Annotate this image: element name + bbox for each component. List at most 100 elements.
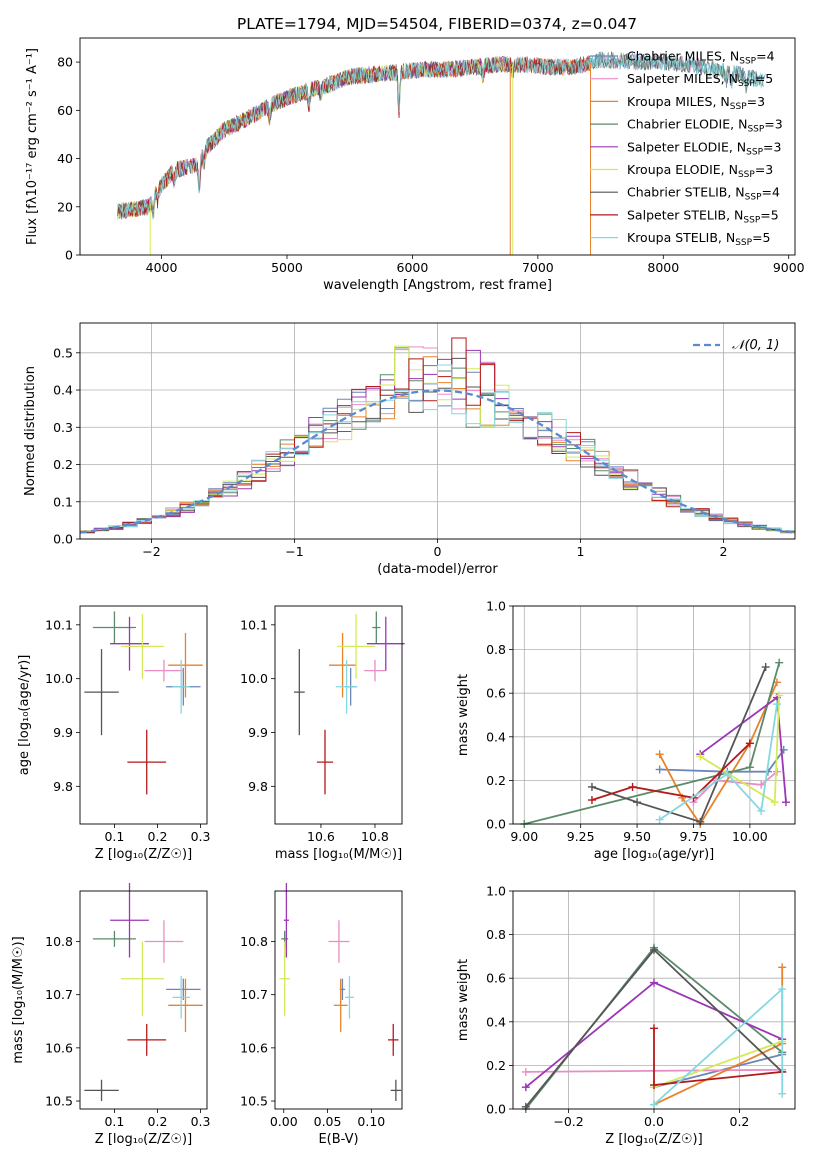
legend-entry: Kroupa STELIB, NSSP=5 [627,230,771,248]
spectrum-line [117,56,514,220]
x-tick-label: 0.1 [104,829,124,844]
legend-entry: Chabrier STELIB, NSSP=4 [627,185,780,203]
spectrum-line [117,52,764,220]
x-tick-label: 10.00 [732,829,768,844]
x-tick-label: 0.2 [730,1114,750,1129]
y-tick-label: 0.4 [53,383,73,398]
weight-line [692,771,778,803]
spectrum-series-group [117,51,766,255]
x-axis-label: mass [log₁₀(M/M☉)] [275,847,402,862]
x-tick-label: 9.00 [510,829,538,844]
spectrum-legend: Chabrier MILES, NSSP=4 Salpeter MILES, NS… [590,49,783,248]
legend-subscript: SSP [735,238,752,248]
mass-vs-z-frame [79,890,208,1110]
y-tick-label: 10.7 [45,987,73,1002]
y-tick-label: 0.8 [486,927,506,942]
y-tick-label: 9.8 [53,779,73,794]
y-axis-label: age [log₁₀(age/yr)] [17,655,32,776]
histogram-step [80,364,795,534]
legend-count: =4 [756,49,774,64]
legend-count: =3 [747,94,765,109]
y-tick-label: 10.1 [240,617,268,632]
weight-line [659,749,785,773]
x-tick-label: 0.10 [357,1114,385,1129]
x-tick-label: 0.00 [270,1114,298,1129]
legend-subscript: SSP [746,147,763,157]
x-axis-label: E(B-V) [318,1132,358,1147]
legend-subscript: SSP [738,170,755,180]
legend-entry: Chabrier ELODIE, NSSP=3 [627,117,783,135]
weight-vs-age-axes: 9.00 9.25 9.50 9.75 10.00 0.0 0.2 0.4 0.6 0.8 1.0 a… [456,599,795,862]
age-vs-z-points [84,611,203,795]
weight-vs-age-series [520,658,790,828]
x-axis-label: wavelength [Angstrom, rest frame] [323,278,552,293]
legend-entry: Kroupa ELODIE, NSSP=3 [627,162,773,180]
legend-entry: Salpeter MILES, NSSP=5 [627,71,773,89]
y-tick-label: 80 [57,55,73,70]
weight-line [591,742,751,801]
mass-vs-z-axes: 0.1 0.2 0.3 10.5 10.6 10.7 10.8 Z [log₁₀(Z/Z☉)]… [11,934,210,1147]
y-tick-label: 60 [57,103,73,118]
x-tick-label: 8000 [647,260,679,275]
weight-vs-z-series [521,943,787,1113]
x-tick-label: 0.2 [148,1114,168,1129]
y-tick-label: 1.0 [486,599,506,614]
legend-subscript: SSP [743,215,760,225]
y-tick-label: 9.9 [248,725,268,740]
y-tick-label: 10.8 [240,934,268,949]
y-tick-label: 0.0 [486,1102,506,1117]
legend-subscript: SSP [739,57,756,67]
legend-entry: Salpeter STELIB, NSSP=5 [627,207,779,225]
y-tick-label: 9.9 [53,725,73,740]
age-vs-mass-axes: 10.6 10.8 9.8 9.9 10.0 10.1 mass [log₁₀(M/M☉)] [240,617,402,862]
y-tick-label: 0 [65,248,73,263]
weight-line [524,662,781,825]
x-tick-label: 4000 [146,260,178,275]
x-axis-label: age [log₁₀(age/yr)] [594,847,715,862]
charts-layer: 4000 5000 6000 7000 8000 9000020406080wavelen… [11,37,805,1147]
weight-vs-z-frame [512,890,796,1110]
legend-count: =5 [752,230,770,245]
spectrum-frame [79,37,796,256]
y-tick-label: 10.0 [45,671,73,686]
y-tick-label: 10.6 [240,1040,268,1055]
y-tick-label: 0.0 [53,532,73,547]
y-tick-label: 10.5 [45,1094,73,1109]
mass-vs-ebv-axes: 0.00 0.05 0.10 10.5 10.6 10.7 10.8 E(B-V) [240,934,385,1147]
weight-line [653,987,784,1106]
x-tick-label: 5000 [271,260,303,275]
weight-line [658,681,778,826]
legend-count: =3 [764,117,782,132]
age-vs-z-axes: 0.1 0.2 0.3 9.8 9.9 10.0 10.1 Z [log₁₀(Z/Z☉)] ag… [17,617,210,862]
y-tick-label: 9.8 [248,779,268,794]
legend-count: =5 [760,207,778,222]
spectrum-line [117,56,514,221]
y-tick-label: 0.2 [486,773,506,788]
y-tick-label: 0.4 [486,1014,506,1029]
x-tick-label: 0.3 [191,829,211,844]
y-tick-label: 0.6 [486,971,506,986]
y-tick-label: 0.8 [486,642,506,657]
figure-title: PLATE=1794, MJD=54504, FIBERID=0374, z=0… [237,15,637,33]
x-tick-label: −2 [142,544,160,559]
x-axis-label: Z [log₁₀(Z/Z☉)] [605,1132,702,1147]
x-tick-label: 0 [434,544,442,559]
x-tick-label: 9.25 [567,829,595,844]
mass-vs-ebv-points [279,883,402,1102]
mass-vs-ebv-frame [274,890,403,1110]
legend-subscript: SSP [730,102,747,112]
y-axis-label: mass weight [456,959,471,1041]
y-tick-label: 0.4 [486,729,506,744]
x-tick-label: 0.0 [644,1114,664,1129]
y-tick-label: 40 [57,151,73,166]
residuals-frame [79,322,796,540]
legend-count: =3 [755,162,773,177]
legend-subscript: SSP [747,125,764,135]
y-tick-label: 20 [57,199,73,214]
age-vs-z-frame [79,605,208,825]
x-tick-label: −1 [285,544,303,559]
x-axis-label: Z [log₁₀(Z/Z☉)] [95,1132,192,1147]
weight-line [653,1040,783,1089]
y-tick-label: 0.2 [53,457,73,472]
y-tick-label: 0.2 [486,1058,506,1073]
